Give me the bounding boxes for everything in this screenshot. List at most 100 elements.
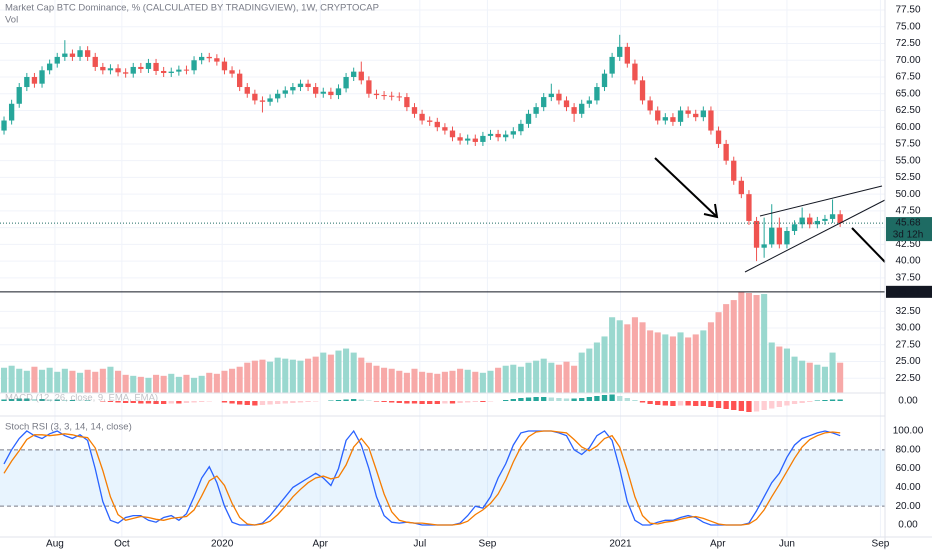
y-tick-label: 77.50 [895, 5, 920, 16]
volume-bar [206, 372, 213, 393]
volume-bar [137, 376, 144, 393]
volume-bar [358, 357, 365, 393]
stoch-tick-label: 0.00 [898, 520, 918, 531]
macd-bar [518, 398, 524, 401]
macd-bar [449, 401, 456, 404]
candle-body [738, 180, 744, 195]
candle-body [556, 93, 562, 101]
x-tick-label: Jun [779, 539, 795, 550]
candle-body [282, 90, 288, 94]
candle-body [62, 53, 68, 57]
volume-bar [540, 358, 547, 393]
volume-bar [753, 295, 760, 393]
volume-bar [335, 350, 342, 393]
candle-body [122, 72, 129, 74]
y-tick-label: 27.50 [895, 339, 920, 350]
macd-bar [100, 401, 106, 402]
candle-body [457, 137, 463, 141]
y-tick-label: 50.00 [895, 189, 920, 200]
candle-body [46, 63, 53, 71]
candle-body [723, 143, 729, 161]
x-tick-label: Jul [413, 539, 426, 550]
macd-bar [138, 401, 144, 404]
horizontal-line-label: 35.41 [895, 286, 920, 297]
stoch-line [3, 430, 841, 526]
volume-bar [814, 364, 821, 393]
volume-bar [251, 360, 258, 393]
x-tick-label: Oct [114, 539, 130, 550]
candle-body [791, 224, 798, 231]
candle-body [472, 138, 478, 142]
macd-bar [563, 398, 570, 401]
candle-body [381, 95, 387, 97]
macd-bar [510, 399, 516, 401]
candle-body [290, 87, 296, 91]
volume-bar [38, 369, 46, 393]
volume-title: Vol [5, 15, 18, 26]
macd-bar [533, 397, 539, 401]
y-tick-label: 30.00 [895, 323, 920, 334]
stoch-tick-label: 60.00 [895, 463, 920, 474]
candle-body [373, 93, 380, 96]
candle-body [571, 107, 577, 114]
macd-bar [670, 401, 676, 406]
candle-body [518, 123, 524, 132]
x-tick-label: 2021 [609, 539, 632, 550]
candle-body [366, 80, 372, 94]
candle-body [586, 100, 592, 104]
y-tick-label: 22.50 [895, 373, 920, 384]
volume-bar [829, 352, 836, 393]
x-tick-label: Aug [46, 539, 64, 550]
candle-body [814, 220, 821, 225]
volume-bar [92, 371, 99, 393]
volume-bar [198, 375, 205, 393]
volume-bar [677, 332, 684, 393]
candle-body [343, 76, 349, 89]
candle-body [685, 110, 691, 114]
wedge-upper [759, 185, 883, 217]
candle-body [533, 107, 539, 114]
volume-bar [434, 373, 441, 393]
volume-bar [312, 356, 319, 393]
candle-body [761, 244, 767, 248]
macd-bar [343, 399, 349, 401]
volume-bar [236, 366, 243, 393]
candle-body [115, 68, 121, 73]
macd-bar [586, 397, 592, 401]
macd-bar [548, 397, 554, 401]
candle-body [601, 73, 608, 88]
volume-bar [31, 366, 38, 393]
volume-bar [99, 368, 106, 393]
macd-bar [746, 401, 752, 412]
macd-bar [571, 398, 577, 401]
macd-bar [297, 401, 304, 403]
stoch-band [0, 449, 885, 507]
candle-body [84, 50, 91, 57]
volume-bar [837, 362, 844, 393]
volume-bar [821, 366, 828, 393]
candle-body [799, 217, 805, 225]
volume-bar [320, 352, 327, 393]
volume-bar [563, 361, 570, 393]
candle-body [715, 130, 722, 144]
macd-bar [373, 401, 380, 402]
macd-bar [541, 397, 547, 401]
candle-body [639, 80, 646, 101]
volume-bar [700, 330, 707, 393]
macd-bar [715, 401, 722, 408]
wedge [744, 185, 886, 273]
labels: Aug Oct 2020 Apr Jul Sep 2021 Apr Jun Sep 22.50 25.… [46, 5, 932, 550]
breakdown-line [851, 227, 886, 263]
candle-body [708, 110, 714, 131]
grid [0, 0, 885, 537]
macd-bar [457, 401, 463, 403]
volume-bar [783, 348, 790, 393]
candle-body [662, 117, 668, 121]
volume-bar [343, 348, 350, 393]
volume-bar [107, 366, 114, 393]
candle-body [77, 50, 83, 57]
countdown-label: 3d 12h [893, 230, 924, 241]
candle-body [449, 130, 456, 138]
y-tick-label: 67.50 [895, 72, 920, 83]
macd-bar [480, 401, 486, 402]
